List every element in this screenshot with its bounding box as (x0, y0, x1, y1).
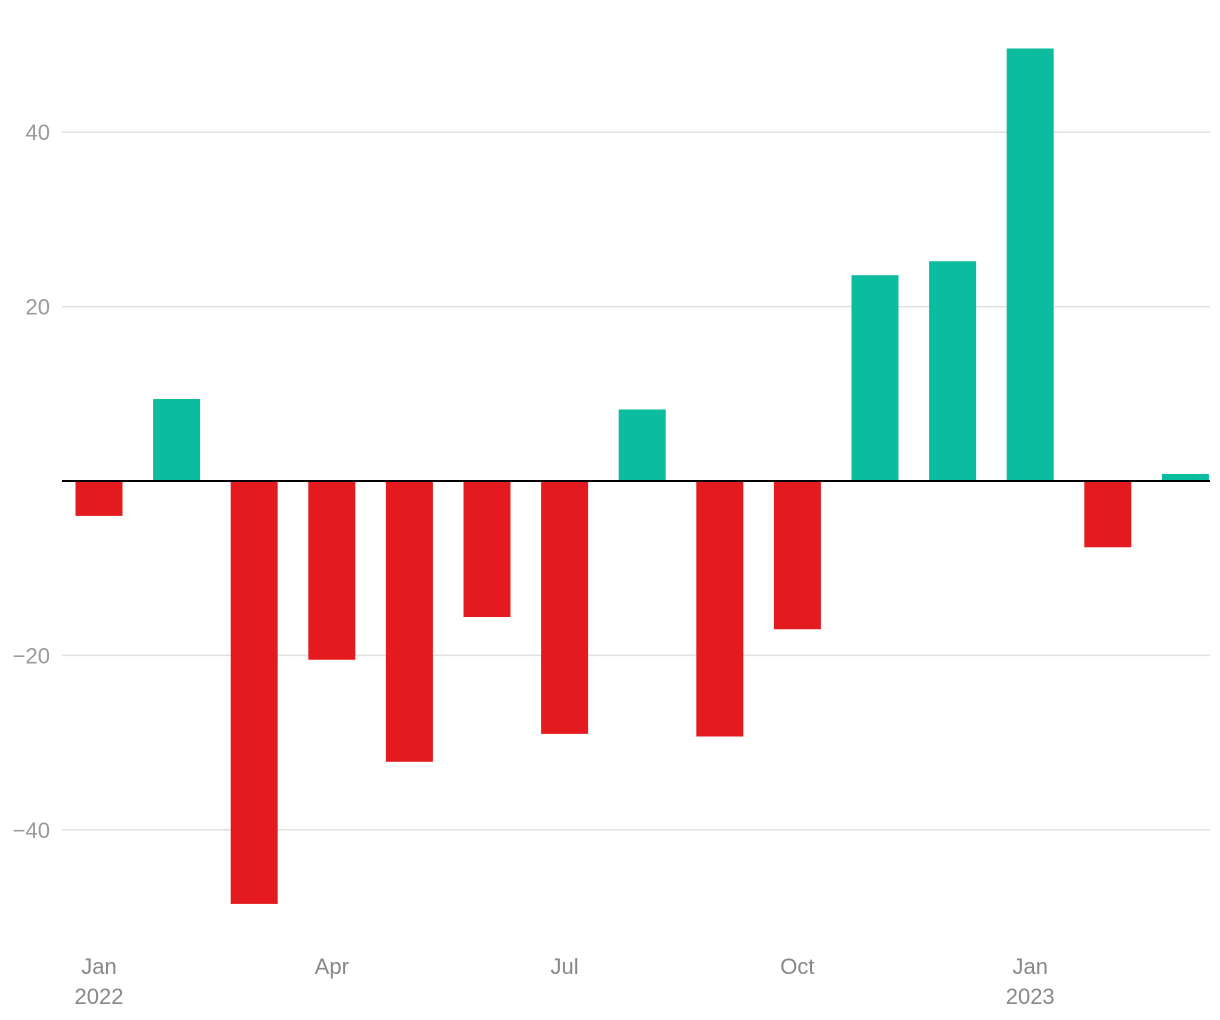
x-tick-year-label: 2022 (75, 984, 124, 1009)
bar-2023-01 (1006, 48, 1054, 481)
y-tick-labels: 40 20 −20 −40 (13, 120, 50, 843)
x-tick-label: Oct (780, 954, 814, 979)
bar-2022-01 (75, 481, 123, 516)
bar-2022-07 (541, 481, 589, 734)
bar-2023-02 (1084, 481, 1132, 548)
bar-2022-10 (773, 481, 821, 630)
bars (75, 48, 1209, 904)
bar-2022-04 (308, 481, 356, 660)
x-tick-label: Apr (315, 954, 349, 979)
y-tick-label: −20 (13, 643, 50, 668)
x-tick-label: Jul (551, 954, 579, 979)
x-tick-label: Jan (1012, 954, 1047, 979)
bar-2022-02 (153, 399, 201, 481)
bar-2022-11 (851, 275, 899, 481)
y-tick-label: −40 (13, 818, 50, 843)
x-tick-year-label: 2023 (1006, 984, 1055, 1009)
y-tick-label: 20 (26, 295, 50, 320)
bar-2022-05 (385, 481, 433, 762)
bar-2022-12 (929, 261, 977, 481)
bar-2022-03 (230, 481, 278, 904)
bar-2023-03 (1161, 474, 1209, 481)
x-tick-labels: Jan 2022 Apr Jul Oct Jan 2023 (75, 954, 1055, 1009)
bar-2022-08 (618, 409, 666, 481)
bar-2022-09 (696, 481, 744, 737)
y-tick-label: 40 (26, 120, 50, 145)
x-tick-label: Jan (81, 954, 116, 979)
bar-2022-06 (463, 481, 511, 618)
